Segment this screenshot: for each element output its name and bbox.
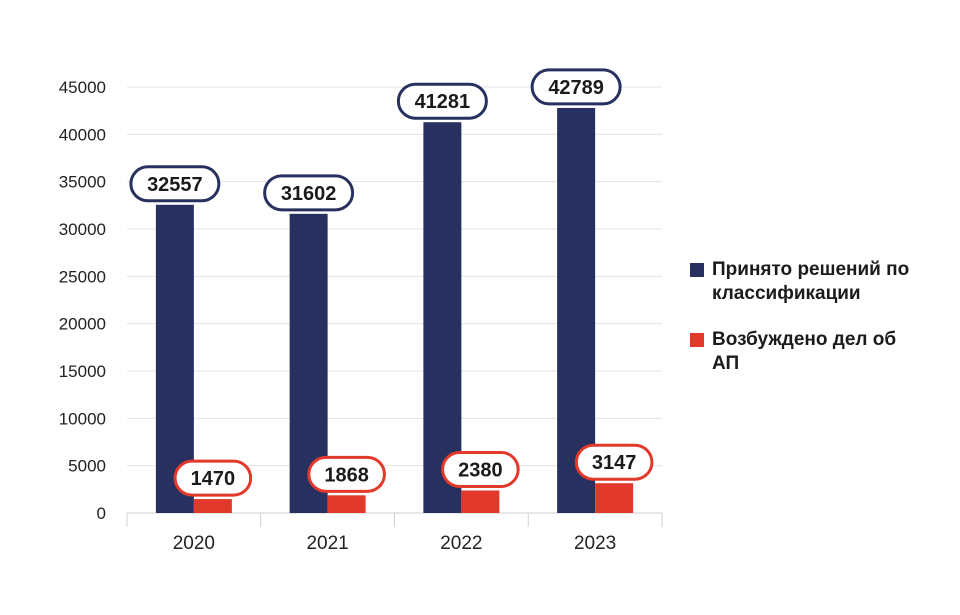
bar bbox=[595, 483, 634, 513]
data-label: 1868 bbox=[307, 455, 386, 493]
x-tick-label: 2023 bbox=[574, 533, 616, 554]
y-axis-ticks: 0 5000 10000 15000 20000 25000 30000 35000 40000… bbox=[59, 78, 106, 523]
data-label-text: 1868 bbox=[324, 464, 369, 486]
bar bbox=[327, 495, 366, 513]
bar bbox=[461, 490, 500, 513]
data-label-pill bbox=[530, 68, 622, 106]
legend-item-decisions: Принято решений по классификации bbox=[690, 258, 950, 306]
data-label: 31602 bbox=[263, 174, 355, 212]
data-label: 41281 bbox=[396, 82, 488, 120]
data-label-text: 1470 bbox=[191, 468, 236, 490]
x-tick-label: 2021 bbox=[306, 533, 348, 554]
data-label: 42789 bbox=[530, 68, 622, 106]
data-label-pill bbox=[129, 165, 221, 203]
y-tick-label: 15000 bbox=[59, 362, 106, 381]
x-tick-label: 2020 bbox=[173, 533, 215, 554]
bar bbox=[423, 122, 462, 513]
y-tick-label: 0 bbox=[97, 504, 106, 523]
data-label-text: 42789 bbox=[548, 77, 604, 99]
data-labels: 32557 31602 41281 42789 1470 1868 2380 3147 bbox=[129, 68, 654, 497]
x-axis: 2020 2021 2022 2023 bbox=[126, 512, 663, 554]
legend-swatch-decisions bbox=[690, 263, 704, 277]
y-tick-label: 25000 bbox=[59, 267, 106, 286]
y-tick-label: 10000 bbox=[59, 409, 106, 428]
data-label-pill bbox=[441, 450, 520, 488]
legend-item-cases: Возбуждено дел об АП bbox=[690, 328, 950, 376]
data-label-text: 41281 bbox=[415, 91, 471, 113]
data-label-text: 31602 bbox=[281, 183, 337, 205]
y-tick-label: 40000 bbox=[59, 125, 106, 144]
legend-label-decisions: Принято решений по классификации bbox=[712, 259, 910, 304]
y-tick-label: 35000 bbox=[59, 173, 106, 192]
data-label: 3147 bbox=[574, 443, 654, 481]
legend-swatch-cases bbox=[690, 333, 704, 347]
bar bbox=[193, 499, 232, 513]
data-label-text: 3147 bbox=[592, 452, 637, 474]
legend: Принято решений по классификации Возбужд… bbox=[690, 258, 950, 398]
y-tick-label: 5000 bbox=[68, 457, 106, 476]
data-label-pill bbox=[173, 459, 253, 497]
y-tick-label: 20000 bbox=[59, 315, 106, 334]
data-label-text: 2380 bbox=[458, 459, 503, 481]
bars bbox=[155, 107, 634, 514]
data-label-pill bbox=[263, 174, 355, 212]
y-tick-label: 45000 bbox=[59, 78, 106, 97]
data-label: 32557 bbox=[129, 165, 221, 203]
data-label-text: 32557 bbox=[147, 174, 203, 196]
x-tick-label: 2022 bbox=[440, 533, 482, 554]
data-label: 1470 bbox=[173, 459, 253, 497]
legend-label-cases: Возбуждено дел об АП bbox=[712, 329, 897, 374]
data-label: 2380 bbox=[441, 450, 520, 488]
y-tick-label: 30000 bbox=[59, 220, 106, 239]
data-label-pill bbox=[396, 82, 488, 120]
data-label-pill bbox=[307, 455, 386, 493]
data-label-pill bbox=[574, 443, 654, 481]
